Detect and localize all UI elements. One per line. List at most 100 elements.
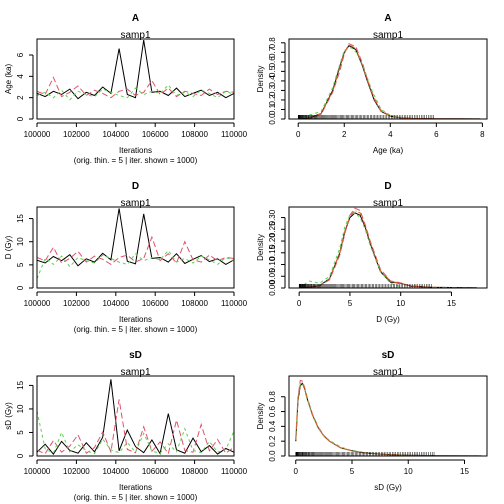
y-tick-label: 0 <box>16 453 25 458</box>
y-tick-label: 0.3 <box>268 84 277 96</box>
x-axis: 100000 102000 104000 106000 108000 110000 <box>24 459 248 476</box>
y-tick-label: 2 <box>16 95 25 100</box>
plot-frame <box>36 38 235 120</box>
y-tick-label: 0.0 <box>268 113 277 125</box>
panel-subtitle: samp1 <box>373 30 403 41</box>
y-tick-label: 0.6 <box>268 56 277 68</box>
series-line-2 <box>295 379 443 456</box>
series-group <box>37 40 234 101</box>
y-tick-label: 0.30 <box>268 209 277 225</box>
x-tick-label: 110000 <box>221 467 248 476</box>
series-line-3 <box>37 84 234 101</box>
panel-title: D <box>384 181 391 192</box>
y-tick-label: 0.8 <box>268 391 277 403</box>
x-tick-label: 102000 <box>63 467 90 476</box>
x-axis-label: Iterations <box>119 483 152 492</box>
series-group <box>37 208 234 279</box>
x-tick-label: 5 <box>350 467 355 476</box>
y-tick-label: 0.2 <box>268 435 277 447</box>
y-axis: 0 2 4 6 <box>16 52 34 121</box>
rug-marks <box>295 452 435 456</box>
y-tick-label: 5 <box>16 262 25 267</box>
x-tick-label: 108000 <box>181 130 208 139</box>
panel-subtitle: samp1 <box>120 367 150 378</box>
series-line-1 <box>299 212 477 288</box>
plot-frame <box>288 206 488 289</box>
x-axis-label: sD (Gy) <box>374 483 402 492</box>
panel-5: sD samp1 100000 102000 104000 106000 108000 110… <box>4 350 248 502</box>
panel-title: A <box>132 13 139 24</box>
x-tick-label: 102000 <box>63 299 90 308</box>
y-axis: 0.00.10.20.30.40.50.60.70.8 <box>268 37 286 125</box>
y-tick-label: 6 <box>16 52 25 57</box>
rug-marks <box>297 115 434 119</box>
x-tick-label: 0 <box>294 467 299 476</box>
x-tick-label: 110000 <box>221 299 248 308</box>
panel-title: D <box>132 181 139 192</box>
x-axis-sublabel: (orig. thin. = 5 | iter. shown = 1000) <box>74 325 198 334</box>
x-axis-sublabel: (orig. thin. = 5 | iter. shown = 1000) <box>74 156 198 165</box>
panel-title: A <box>384 13 391 24</box>
y-axis-label: sD (Gy) <box>4 402 13 430</box>
x-axis: 0 5 10 15 <box>294 459 469 476</box>
plot-frame <box>36 206 235 289</box>
panel-subtitle: samp1 <box>373 198 403 209</box>
y-tick-label: 10 <box>16 404 25 413</box>
x-tick-label: 10 <box>404 467 413 476</box>
y-tick-label: 0.15 <box>268 244 277 260</box>
series-line-2 <box>37 399 234 455</box>
y-tick-label: 0 <box>16 285 25 290</box>
plot-frame <box>288 375 488 457</box>
x-axis: 0 5 10 15 <box>297 291 456 308</box>
panel-subtitle: samp1 <box>373 367 403 378</box>
y-axis-label: Density <box>256 234 265 261</box>
x-tick-label: 106000 <box>142 467 169 476</box>
x-tick-label: 110000 <box>221 130 248 139</box>
y-axis-label: Age (ka) <box>4 64 13 95</box>
series-line-2 <box>37 76 234 99</box>
series-group <box>298 207 477 288</box>
x-tick-label: 10 <box>396 299 405 308</box>
panel-title: sD <box>129 350 142 361</box>
series-line-4 <box>299 209 477 288</box>
y-tick-label: 0.4 <box>268 75 277 87</box>
y-tick-label: 15 <box>16 380 25 389</box>
x-tick-label: 106000 <box>142 299 169 308</box>
x-tick-label: 100000 <box>24 299 51 308</box>
x-tick-label: 0 <box>296 130 301 139</box>
y-axis: 0.000.050.100.150.200.250.30 <box>268 209 286 296</box>
y-tick-label: 0.2 <box>268 94 277 106</box>
y-tick-label: 0.10 <box>268 256 277 272</box>
y-axis-label: D (Gy) <box>4 235 13 259</box>
y-tick-label: 0.20 <box>268 233 277 249</box>
y-axis: 0.0 0.2 0.4 0.6 0.8 <box>268 391 286 462</box>
series-line-1 <box>37 379 234 455</box>
series-line-1 <box>295 382 482 456</box>
y-tick-label: 15 <box>16 214 25 223</box>
y-tick-label: 5 <box>16 430 25 435</box>
y-tick-label: 0.4 <box>268 420 277 432</box>
x-axis-label: Age (ka) <box>373 146 404 155</box>
series-line-4 <box>298 44 481 119</box>
x-axis: 100000 102000 104000 106000 108000 110000 <box>24 291 248 308</box>
y-axis-label: Density <box>256 66 265 93</box>
x-tick-label: 2 <box>342 130 347 139</box>
x-tick-label: 108000 <box>181 467 208 476</box>
y-tick-label: 0.7 <box>268 46 277 58</box>
series-line-4 <box>295 381 482 456</box>
panel-6: sD samp1 0 5 10 15 sD (Gy) 0.0 0.2 0.4 0.6 0.8Densi… <box>256 350 488 492</box>
x-axis-label: Iterations <box>119 146 152 155</box>
x-axis-label: Iterations <box>119 315 152 324</box>
x-tick-label: 0 <box>297 299 302 308</box>
x-tick-label: 15 <box>460 467 469 476</box>
x-tick-label: 108000 <box>181 299 208 308</box>
y-tick-label: 0.8 <box>268 37 277 49</box>
y-tick-label: 10 <box>16 237 25 246</box>
y-tick-label: 0.1 <box>268 103 277 115</box>
plot-frame <box>36 375 235 457</box>
x-tick-label: 6 <box>434 130 439 139</box>
